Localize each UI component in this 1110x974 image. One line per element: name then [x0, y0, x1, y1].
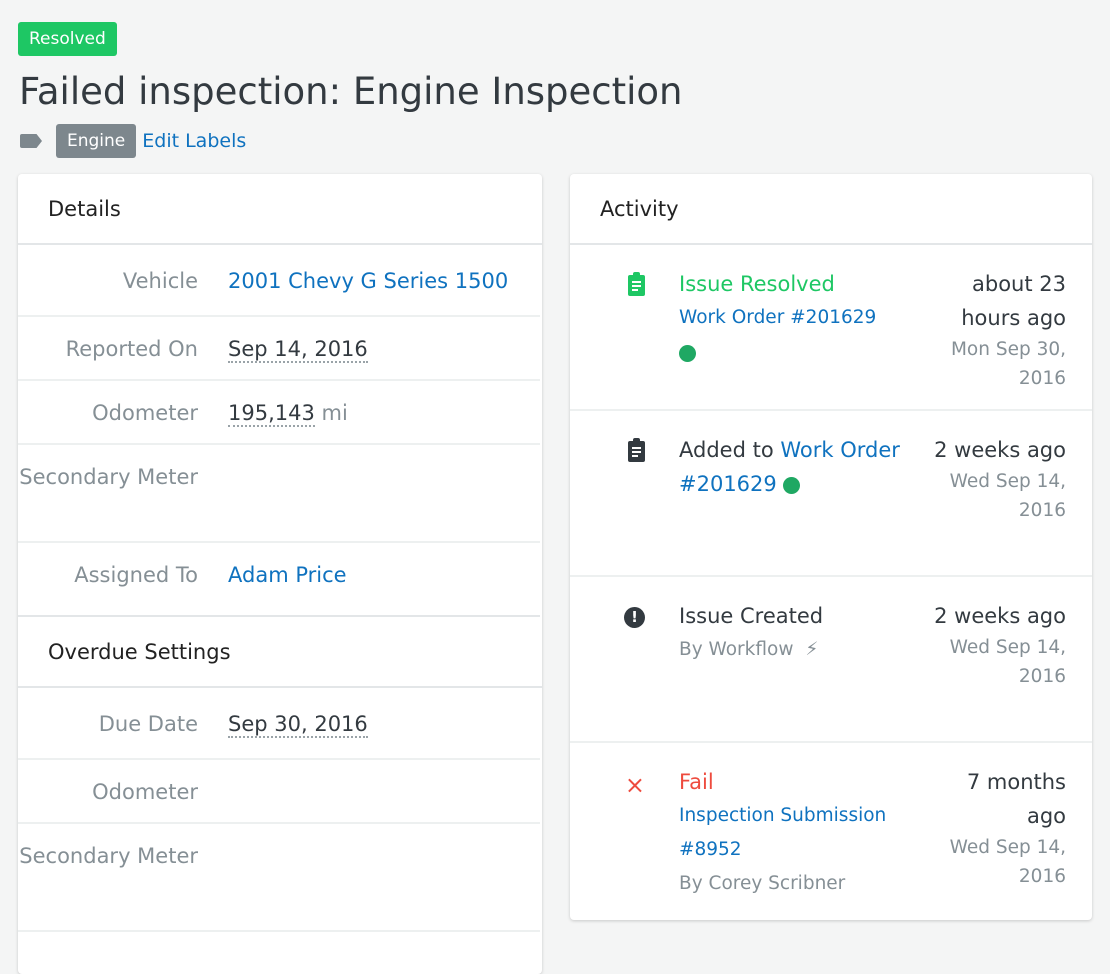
activity-title-text: Fail	[679, 770, 714, 794]
detail-row-assigned-to: Assigned To Adam Price	[18, 543, 540, 617]
activity-date: Wed Sep 14, 2016	[949, 837, 1066, 887]
activity-title-text: Issue Created	[679, 604, 824, 628]
activity-item: × Fail Inspection Submission #8952 By Co…	[570, 743, 1092, 918]
activity-time: 2 weeks ago	[934, 438, 1066, 462]
work-order-link[interactable]: Work Order #201629	[679, 438, 900, 496]
exclamation-circle-icon: !	[624, 607, 645, 628]
activity-card: Activity Issue Resolved Work Order #2016…	[570, 174, 1092, 920]
detail-row-secondary-meter: Secondary Meter	[18, 445, 540, 543]
detail-label: Odometer	[92, 401, 198, 425]
due-date-value: Sep 30, 2016	[228, 712, 368, 738]
detail-label: Odometer	[92, 780, 198, 804]
status-dot-icon	[679, 344, 696, 362]
vehicle-link[interactable]: 2001 Chevy G Series 1500	[228, 269, 509, 293]
labels-bar: Engine Edit Labels	[20, 124, 246, 158]
activity-title-text: Added to	[679, 438, 774, 462]
overdue-row-due-date: Due Date Sep 30, 2016	[18, 688, 540, 760]
activity-time: 2 weeks ago	[934, 604, 1066, 628]
activity-item: Added to Work Order #201629 2 weeks ago W…	[570, 411, 1092, 577]
activity-item: Issue Resolved Work Order #201629 about …	[570, 245, 1092, 411]
detail-label: Vehicle	[122, 269, 198, 293]
activity-title: Activity	[570, 174, 1092, 245]
x-icon: ×	[624, 771, 645, 799]
detail-row-vehicle: Vehicle 2001 Chevy G Series 1500	[18, 245, 540, 317]
odometer-value: 195,143	[228, 401, 315, 427]
label-chip[interactable]: Engine	[56, 124, 137, 158]
activity-date: Wed Sep 14, 2016	[949, 637, 1066, 687]
activity-date: Mon Sep 30, 2016	[950, 339, 1066, 389]
detail-row-odometer: Odometer 195,143 mi	[18, 381, 540, 445]
lightning-bolt-icon: ⚡	[805, 639, 819, 660]
detail-row-reported-on: Reported On Sep 14, 2016	[18, 317, 540, 381]
status-badge: Resolved	[18, 22, 117, 56]
activity-time: about 23 hours ago	[961, 272, 1066, 330]
activity-byline: By Corey Scribner	[679, 873, 846, 894]
reported-on-value: Sep 14, 2016	[228, 337, 368, 363]
status-dot-icon	[783, 476, 801, 494]
assignee-link[interactable]: Adam Price	[228, 563, 347, 587]
activity-time: 7 months ago	[966, 770, 1066, 828]
activity-byline: By Workflow	[679, 639, 794, 660]
detail-label: Secondary Meter	[19, 844, 198, 868]
edit-labels-link[interactable]: Edit Labels	[142, 130, 247, 152]
details-card: Details Vehicle 2001 Chevy G Series 1500…	[18, 174, 542, 974]
detail-label: Reported On	[65, 337, 198, 361]
activity-date: Wed Sep 14, 2016	[949, 471, 1066, 521]
overdue-row-secondary-meter: Secondary Meter	[18, 824, 540, 932]
page-title: Failed inspection: Engine Inspection	[19, 70, 683, 113]
clipboard-icon	[628, 438, 645, 462]
detail-label: Secondary Meter	[19, 465, 198, 489]
odometer-unit: mi	[321, 401, 348, 425]
clipboard-icon	[628, 272, 645, 296]
overdue-row-odometer: Odometer	[18, 760, 540, 824]
tag-icon	[20, 134, 42, 148]
overdue-settings-title: Overdue Settings	[18, 617, 542, 688]
detail-label: Due Date	[98, 712, 198, 736]
detail-label: Assigned To	[74, 563, 198, 587]
activity-item: ! Issue Created By Workflow ⚡ 2 weeks ag…	[570, 577, 1092, 743]
details-title: Details	[18, 174, 542, 245]
work-order-link[interactable]: Work Order #201629	[679, 307, 877, 328]
inspection-submission-link[interactable]: Inspection Submission #8952	[679, 805, 887, 860]
activity-title-text: Issue Resolved	[679, 272, 835, 296]
